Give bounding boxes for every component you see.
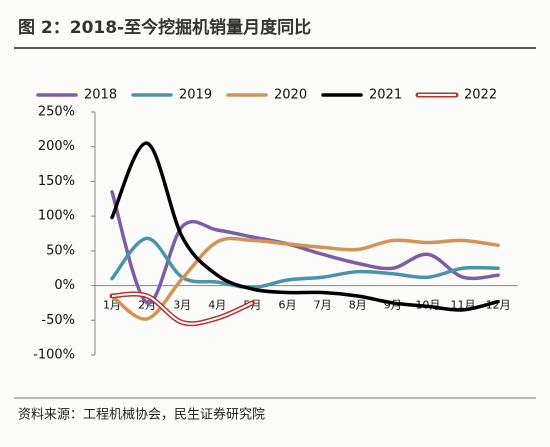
series-line — [110, 236, 500, 321]
y-tick-label: 100% — [38, 209, 75, 224]
y-tick-label: 0% — [54, 278, 75, 293]
series-line-inner — [111, 293, 253, 325]
legend-label: 2018 — [84, 88, 117, 103]
y-tick-label: 250% — [38, 105, 75, 120]
legend-label: 2022 — [464, 88, 497, 103]
y-tick-label: -50% — [41, 313, 75, 328]
x-tick-label: 4月 — [208, 299, 226, 312]
source: 资料来源：工程机械协会，民生证券研究院 — [18, 407, 265, 423]
legend-label: 2021 — [369, 88, 402, 103]
x-tick-label: 6月 — [279, 299, 297, 312]
x-tick-label: 8月 — [349, 299, 367, 312]
x-tick-label: 3月 — [173, 299, 191, 312]
y-tick-label: -100% — [33, 348, 75, 363]
y-tick-label: 50% — [46, 243, 75, 258]
y-tick-label: 150% — [38, 174, 75, 189]
series-line — [110, 236, 500, 290]
legend-label: 2019 — [179, 88, 212, 103]
x-tick-label: 7月 — [314, 299, 332, 312]
legend-label: 2020 — [274, 88, 307, 103]
series-line — [110, 141, 500, 312]
chart-title: 图 2：2018-至今挖掘机销量月度同比 — [18, 17, 311, 38]
y-tick-label: 200% — [38, 139, 75, 154]
